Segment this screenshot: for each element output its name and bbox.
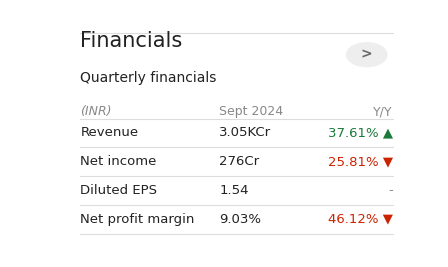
Text: 9.03%: 9.03% <box>219 213 261 226</box>
Text: >: > <box>361 48 373 62</box>
Text: Diluted EPS: Diluted EPS <box>80 184 157 197</box>
Text: 276Cr: 276Cr <box>219 155 259 168</box>
Text: 3.05KCr: 3.05KCr <box>219 126 271 139</box>
Text: 1.54: 1.54 <box>219 184 249 197</box>
Text: -: - <box>388 184 393 197</box>
Text: Y/Y: Y/Y <box>373 105 393 118</box>
Text: Financials: Financials <box>80 30 182 50</box>
Text: Quarterly financials: Quarterly financials <box>80 72 217 85</box>
Text: Net profit margin: Net profit margin <box>80 213 195 226</box>
Text: Net income: Net income <box>80 155 157 168</box>
Text: 37.61% ▲: 37.61% ▲ <box>327 126 393 139</box>
Circle shape <box>347 43 387 66</box>
Text: 46.12% ▼: 46.12% ▼ <box>328 213 393 226</box>
Text: Revenue: Revenue <box>80 126 138 139</box>
Text: (INR): (INR) <box>80 105 112 118</box>
Text: 25.81% ▼: 25.81% ▼ <box>327 155 393 168</box>
Text: Sept 2024: Sept 2024 <box>219 105 283 118</box>
